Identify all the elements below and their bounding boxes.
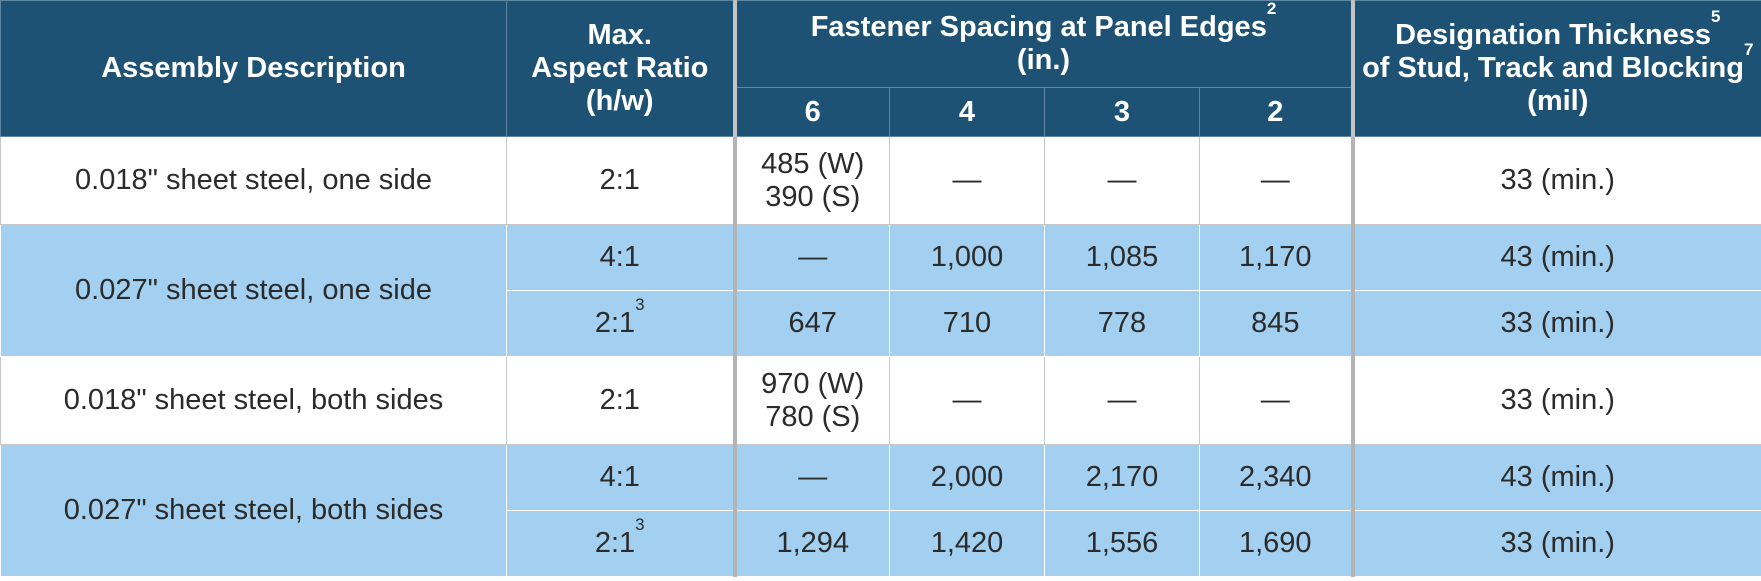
cell-thickness: 33 (min.)	[1350, 290, 1761, 357]
header-designation-line: of Stud, Track and Blocking	[1362, 52, 1744, 84]
cell-spacing-2: 1,170	[1198, 224, 1354, 291]
header-max-aspect-ratio: Max. Aspect Ratio (h/w)	[506, 0, 735, 137]
cell-thickness: 43 (min.)	[1350, 224, 1761, 291]
cell-spacing-6: —	[732, 444, 890, 511]
cell-spacing-3: 1,556	[1044, 510, 1200, 577]
cell-spacing-4: 1,000	[889, 224, 1045, 291]
cell-spacing-6: 1,294	[732, 510, 890, 577]
cell-spacing-2: —	[1198, 356, 1354, 445]
footnote-marker: 2	[1266, 0, 1277, 18]
ratio-value: 2:1	[594, 527, 636, 559]
ratio-value: 2:1	[594, 307, 636, 339]
cell-spacing-4: —	[889, 136, 1045, 225]
cell-description: 0.018" sheet steel, one side	[0, 136, 507, 225]
cell-spacing-6: 647	[732, 290, 890, 357]
cell-aspect-ratio: 4:1	[506, 444, 735, 511]
cell-description: 0.027" sheet steel, one side	[0, 224, 507, 357]
table-header: Assembly Description Max. Aspect Ratio (…	[0, 0, 1761, 137]
cell-spacing-4: 710	[889, 290, 1045, 357]
cell-spacing-3: —	[1044, 136, 1200, 225]
table-body: 0.018" sheet steel, one side 2:1 485 (W)…	[0, 136, 1761, 577]
cell-spacing-3: 1,085	[1044, 224, 1200, 291]
cell-spacing-4: —	[889, 356, 1045, 445]
table-row: 2:13 1,294 1,420 1,556 1,690 33 (min.)	[1, 510, 1761, 577]
cell-value-line: 485 (W)	[761, 147, 865, 180]
footnote-marker: 3	[635, 295, 645, 314]
table-row: 0.018" sheet steel, both sides 2:1 970 (…	[0, 356, 1761, 445]
cell-spacing-2: 845	[1198, 290, 1354, 357]
header-fastener-line: Fastener Spacing at Panel Edges	[810, 11, 1267, 43]
footnote-marker: 7	[1743, 40, 1754, 59]
cell-aspect-ratio: 2:1	[506, 356, 735, 445]
cell-spacing-3: 2,170	[1044, 444, 1200, 511]
cell-spacing-6: —	[732, 224, 890, 291]
header-fastener-unit: (in.)	[1016, 44, 1071, 76]
cell-spacing-6: 970 (W) 780 (S)	[732, 356, 890, 445]
cell-spacing-3: 778	[1044, 290, 1200, 357]
cell-description: 0.027" sheet steel, both sides	[0, 444, 507, 577]
cell-value-line: 970 (W)	[761, 367, 865, 400]
cell-spacing-2: 1,690	[1198, 510, 1354, 577]
cell-spacing-4: 2,000	[889, 444, 1045, 511]
header-designation-thickness: Designation Thickness5 of Stud, Track an…	[1350, 0, 1761, 137]
cell-spacing-4: 1,420	[889, 510, 1045, 577]
table-row: 0.027" sheet steel, both sides 4:1 — 2,0…	[0, 444, 1761, 577]
cell-spacing-3: —	[1044, 356, 1200, 445]
cell-value-line: 780 (S)	[765, 400, 861, 433]
header-spacing-4: 4	[889, 87, 1045, 137]
footnote-marker: 5	[1710, 7, 1721, 26]
cell-aspect-ratio: 2:13	[506, 510, 735, 577]
cell-spacing-6: 485 (W) 390 (S)	[732, 136, 890, 225]
cell-aspect-ratio: 2:13	[506, 290, 735, 357]
footnote-marker: 3	[635, 515, 645, 534]
cell-thickness: 33 (min.)	[1350, 356, 1761, 445]
header-spacing-3: 3	[1044, 87, 1200, 137]
header-fastener-spacing: Fastener Spacing at Panel Edges2 (in.)	[732, 0, 1354, 88]
cell-aspect-ratio: 2:1	[506, 136, 735, 225]
table-row: 0.018" sheet steel, one side 2:1 485 (W)…	[0, 136, 1761, 225]
cell-spacing-2: —	[1198, 136, 1354, 225]
header-aspect-line: (h/w)	[585, 85, 654, 117]
cell-description: 0.018" sheet steel, both sides	[0, 356, 507, 445]
header-designation-line: Designation Thickness	[1395, 19, 1711, 51]
header-spacing-2: 2	[1198, 87, 1354, 137]
header-assembly-description: Assembly Description	[0, 0, 507, 137]
cell-thickness: 33 (min.)	[1350, 510, 1761, 577]
header-designation-unit: (mil)	[1527, 85, 1589, 117]
cell-thickness: 33 (min.)	[1350, 136, 1761, 225]
header-aspect-line: Max.	[587, 19, 652, 51]
header-aspect-line: Aspect Ratio	[531, 52, 709, 84]
table-row: 0.027" sheet steel, one side 4:1 — 1,000…	[0, 224, 1761, 357]
header-spacing-6: 6	[732, 87, 890, 137]
cell-spacing-2: 2,340	[1198, 444, 1354, 511]
table-row: 2:13 647 710 778 845 33 (min.)	[1, 290, 1761, 357]
cell-thickness: 43 (min.)	[1350, 444, 1761, 511]
cell-value-line: 390 (S)	[765, 180, 861, 213]
cell-aspect-ratio: 4:1	[506, 224, 735, 291]
